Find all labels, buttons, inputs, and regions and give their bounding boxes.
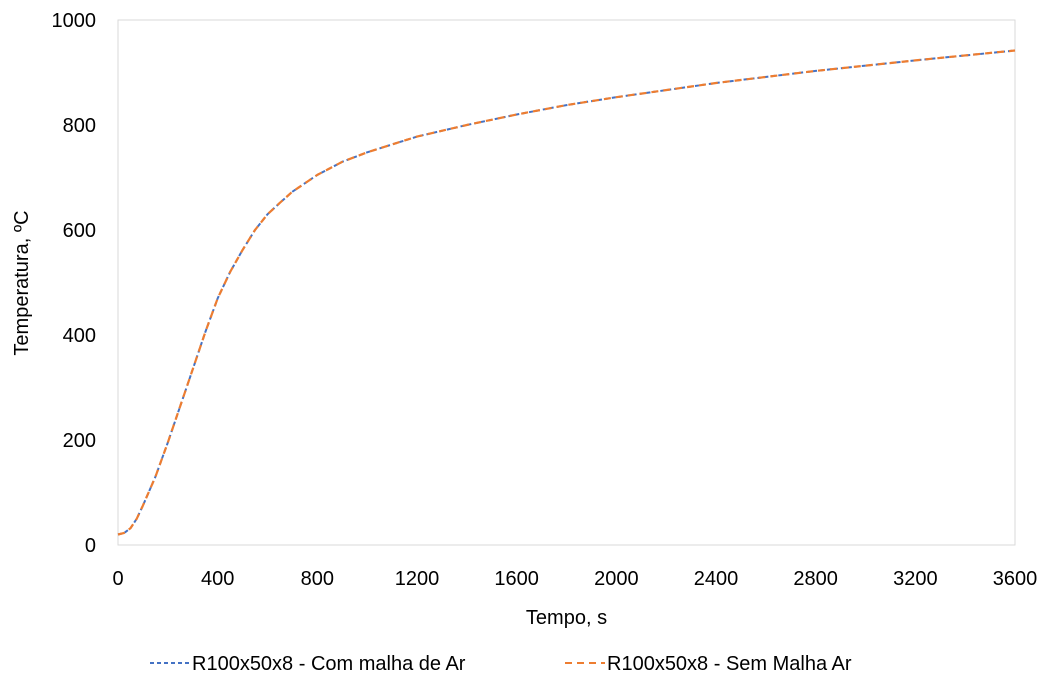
legend: R100x50x8 - Com malha de Ar R100x50x8 - …	[150, 653, 852, 675]
x-tick-label: 1600	[494, 568, 539, 590]
x-tick-label: 0	[112, 568, 123, 590]
series-layer	[117, 49, 1016, 536]
plot-area	[117, 19, 1016, 546]
y-tick-label: 200	[63, 430, 96, 452]
x-axis-title: Tempo, s	[526, 607, 607, 629]
y-axis-ticks: 0 200 400 600 800 1000	[52, 10, 97, 557]
x-axis-ticks: 0 400 800 1200 1600 2000 2400 2800 3200 3600	[112, 568, 1037, 590]
y-tick-label: 0	[85, 535, 96, 557]
x-tick-label: 800	[301, 568, 334, 590]
x-tick-label: 2800	[793, 568, 838, 590]
x-tick-label: 1200	[395, 568, 440, 590]
y-tick-label: 1000	[52, 10, 97, 32]
y-axis-title: Temperatura, ºC	[11, 210, 33, 355]
legend-label-series-1: R100x50x8 - Com malha de Ar	[192, 653, 466, 675]
x-tick-label: 400	[201, 568, 234, 590]
y-tick-label: 400	[63, 325, 96, 347]
series-line-2	[117, 49, 1016, 536]
x-tick-label: 2400	[694, 568, 739, 590]
y-tick-label: 600	[63, 220, 96, 242]
series-line-1	[117, 49, 1016, 536]
y-tick-label: 800	[63, 115, 96, 137]
x-tick-label: 2000	[594, 568, 639, 590]
legend-label-series-2: R100x50x8 - Sem Malha Ar	[607, 653, 852, 675]
x-tick-label: 3200	[893, 568, 938, 590]
x-tick-label: 3600	[993, 568, 1038, 590]
